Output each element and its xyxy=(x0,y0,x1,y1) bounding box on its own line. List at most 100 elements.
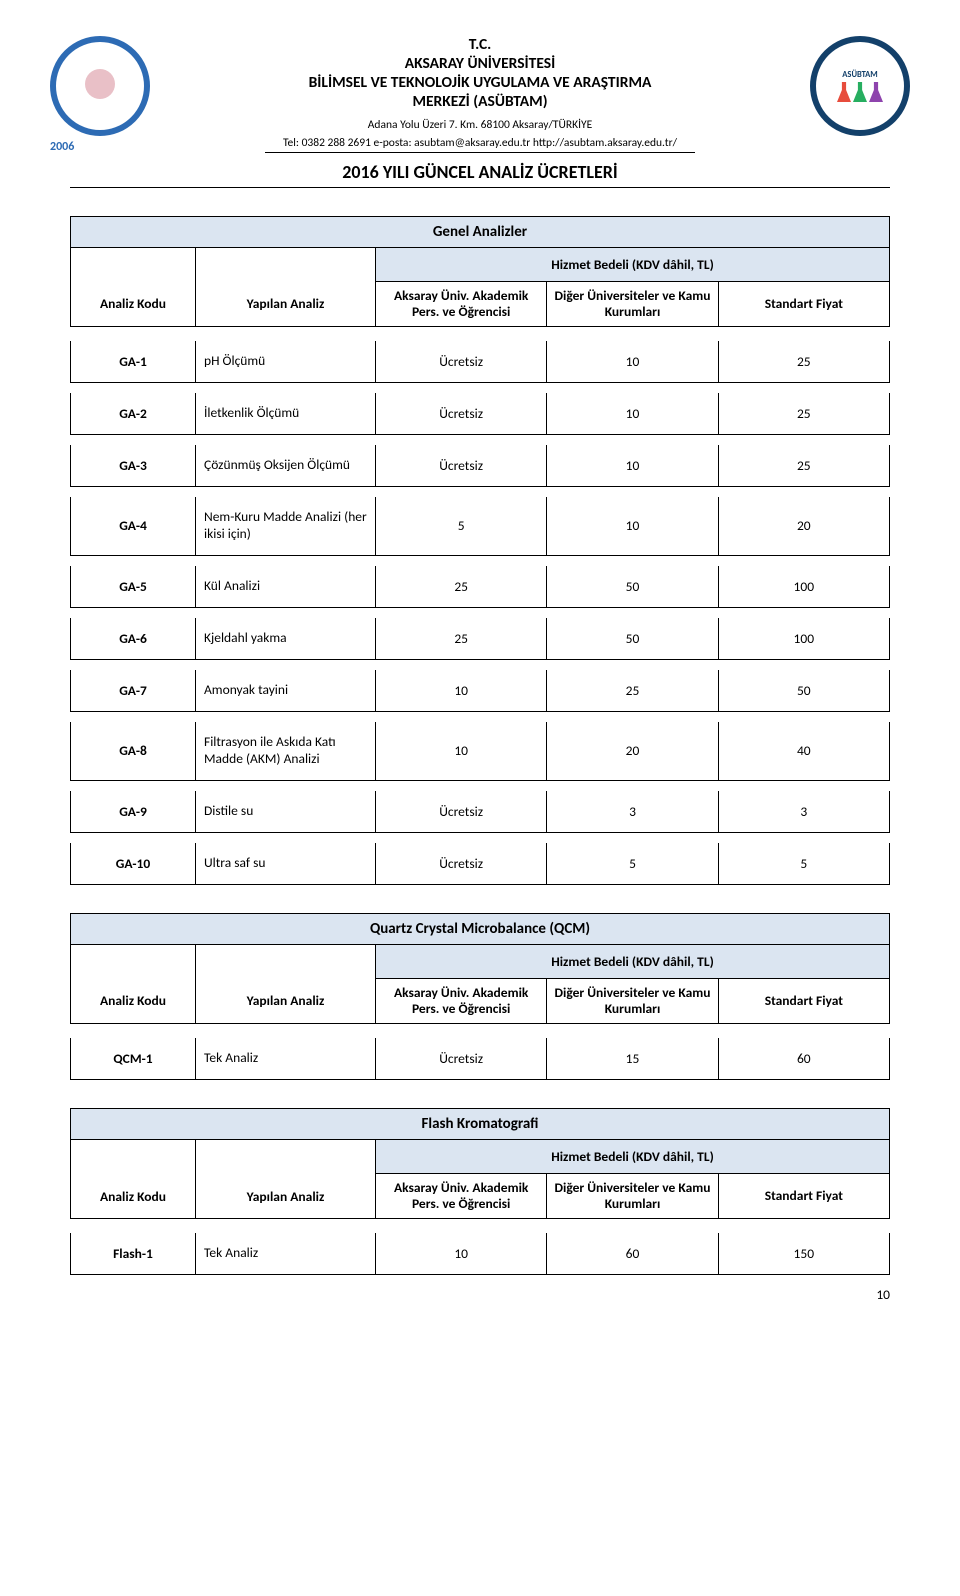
cell-price3: 20 xyxy=(719,497,889,555)
cell-analysis: Tek Analiz xyxy=(196,1038,376,1079)
cell-analysis: Çözünmüş Oksijen Ölçümü xyxy=(196,445,376,486)
cell-code: GA-10 xyxy=(71,843,196,884)
institution-name: T.C. AKSARAY ÜNİVERSİTESİ BİLİMSEL VE TE… xyxy=(70,36,890,112)
university-logo-icon xyxy=(50,36,150,136)
col-header-analysis xyxy=(196,945,376,979)
page: 2006 ASÜBTAM T.C. AKSARAY ÜNİVERSİTESİ B… xyxy=(0,0,960,1325)
price-band-header: Hizmet Bedeli (KDV dâhil, TL) xyxy=(376,945,889,979)
section-block: Flash KromatografiHizmet Bedeli (KDV dâh… xyxy=(70,1108,890,1275)
table-row: Flash-1Tek Analiz1060150 xyxy=(70,1233,890,1275)
col-header-price1: Aksaray Üniv. Akademik Pers. ve Öğrencis… xyxy=(376,1174,547,1218)
col-header-analysis-label: Yapılan Analiz xyxy=(196,1174,376,1218)
cell-price2: 10 xyxy=(547,445,718,486)
cell-price1: 10 xyxy=(376,670,547,711)
section-title: Flash Kromatografi xyxy=(70,1108,890,1140)
cell-price2: 10 xyxy=(547,393,718,434)
col-header-code-label: Analiz Kodu xyxy=(71,1174,196,1218)
table-row: GA-8Filtrasyon ile Askıda Katı Madde (AK… xyxy=(70,722,890,781)
cell-code: GA-8 xyxy=(71,722,196,780)
col-header-price2: Diğer Üniversiteler ve Kamu Kurumları xyxy=(547,1174,718,1218)
flask-icon xyxy=(869,82,883,102)
col-header-price2: Diğer Üniversiteler ve Kamu Kurumları xyxy=(547,979,718,1023)
header-line: MERKEZİ (ASÜBTAM) xyxy=(190,93,770,112)
col-header-analysis xyxy=(196,248,376,282)
cell-analysis: Kül Analizi xyxy=(196,566,376,607)
flask-icons xyxy=(837,82,883,102)
col-header-analysis-label: Yapılan Analiz xyxy=(196,282,376,326)
col-header-price3: Standart Fiyat xyxy=(719,282,889,326)
col-header-analysis-label: Yapılan Analiz xyxy=(196,979,376,1023)
cell-price1: 10 xyxy=(376,1233,547,1274)
cell-price3: 25 xyxy=(719,445,889,486)
header-line: BİLİMSEL VE TEKNOLOJİK UYGULAMA VE ARAŞT… xyxy=(190,74,770,93)
logo-year: 2006 xyxy=(50,140,74,154)
col-header-code xyxy=(71,1140,196,1174)
logo-left: 2006 xyxy=(50,36,150,136)
contact-line: Tel: 0382 288 2691 e-posta: asubtam@aksa… xyxy=(265,136,695,153)
section-block: Quartz Crystal Microbalance (QCM)Hizmet … xyxy=(70,913,890,1080)
col-header-code xyxy=(71,248,196,282)
cell-price1: Ücretsiz xyxy=(376,843,547,884)
cell-price2: 10 xyxy=(547,341,718,382)
header-line: AKSARAY ÜNİVERSİTESİ xyxy=(190,55,770,74)
cell-price3: 3 xyxy=(719,791,889,832)
year-title: 2016 YILI GÜNCEL ANALİZ ÜCRETLERİ xyxy=(70,161,890,188)
table-row: GA-6Kjeldahl yakma2550100 xyxy=(70,618,890,660)
cell-price1: Ücretsiz xyxy=(376,791,547,832)
cell-price1: Ücretsiz xyxy=(376,341,547,382)
cell-price2: 5 xyxy=(547,843,718,884)
cell-price3: 5 xyxy=(719,843,889,884)
cell-price1: 10 xyxy=(376,722,547,780)
cell-price2: 15 xyxy=(547,1038,718,1079)
logo-right: ASÜBTAM xyxy=(810,36,910,136)
table-row: GA-5Kül Analizi2550100 xyxy=(70,566,890,608)
cell-price1: 5 xyxy=(376,497,547,555)
table-row: GA-1pH ÖlçümüÜcretsiz1025 xyxy=(70,341,890,383)
cell-code: GA-7 xyxy=(71,670,196,711)
col-header-price3: Standart Fiyat xyxy=(719,1174,889,1218)
flask-icon xyxy=(853,82,867,102)
table-row: GA-10Ultra saf suÜcretsiz55 xyxy=(70,843,890,885)
section-title: Quartz Crystal Microbalance (QCM) xyxy=(70,913,890,945)
header-line: T.C. xyxy=(190,36,770,55)
table-row: GA-3Çözünmüş Oksijen ÖlçümüÜcretsiz1025 xyxy=(70,445,890,487)
cell-code: GA-4 xyxy=(71,497,196,555)
table-row: QCM-1Tek AnalizÜcretsiz1560 xyxy=(70,1038,890,1080)
cell-price1: Ücretsiz xyxy=(376,445,547,486)
cell-price3: 50 xyxy=(719,670,889,711)
table-row: GA-9Distile suÜcretsiz33 xyxy=(70,791,890,833)
cell-price2: 3 xyxy=(547,791,718,832)
table-header: Hizmet Bedeli (KDV dâhil, TL)Analiz Kodu… xyxy=(70,1140,890,1219)
cell-analysis: Ultra saf su xyxy=(196,843,376,884)
col-header-code-label: Analiz Kodu xyxy=(71,282,196,326)
cell-analysis: Distile su xyxy=(196,791,376,832)
cell-analysis: Kjeldahl yakma xyxy=(196,618,376,659)
col-header-analysis xyxy=(196,1140,376,1174)
cell-price2: 10 xyxy=(547,497,718,555)
cell-price2: 25 xyxy=(547,670,718,711)
logo-right-label: ASÜBTAM xyxy=(842,70,877,80)
cell-price3: 100 xyxy=(719,618,889,659)
cell-code: GA-6 xyxy=(71,618,196,659)
cell-code: QCM-1 xyxy=(71,1038,196,1079)
cell-price3: 60 xyxy=(719,1038,889,1079)
cell-analysis: İletkenlik Ölçümü xyxy=(196,393,376,434)
document-header: 2006 ASÜBTAM T.C. AKSARAY ÜNİVERSİTESİ B… xyxy=(70,36,890,188)
section-title: Genel Analizler xyxy=(70,216,890,248)
cell-price2: 50 xyxy=(547,618,718,659)
table-header: Hizmet Bedeli (KDV dâhil, TL)Analiz Kodu… xyxy=(70,945,890,1024)
cell-analysis: Filtrasyon ile Askıda Katı Madde (AKM) A… xyxy=(196,722,376,780)
cell-code: GA-5 xyxy=(71,566,196,607)
cell-price3: 150 xyxy=(719,1233,889,1274)
cell-analysis: pH Ölçümü xyxy=(196,341,376,382)
col-header-price2: Diğer Üniversiteler ve Kamu Kurumları xyxy=(547,282,718,326)
page-number: 10 xyxy=(876,1286,890,1303)
cell-code: GA-3 xyxy=(71,445,196,486)
col-header-code xyxy=(71,945,196,979)
cell-analysis: Tek Analiz xyxy=(196,1233,376,1274)
table-row: GA-2İletkenlik ÖlçümüÜcretsiz1025 xyxy=(70,393,890,435)
price-band-header: Hizmet Bedeli (KDV dâhil, TL) xyxy=(376,248,889,282)
cell-price3: 100 xyxy=(719,566,889,607)
cell-code: Flash-1 xyxy=(71,1233,196,1274)
address-line: Adana Yolu Üzeri 7. Km. 68100 Aksaray/TÜ… xyxy=(70,118,890,132)
